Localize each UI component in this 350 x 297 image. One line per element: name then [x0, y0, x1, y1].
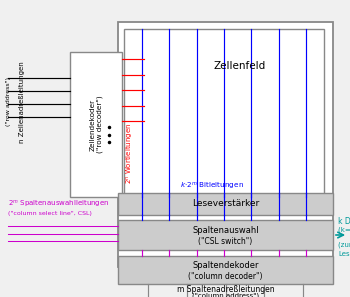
Text: (k=1, 2, 4, ...): (k=1, 2, 4, ...)	[338, 227, 350, 233]
Text: $k{\cdot}2^m$ Bitleitungen: $k{\cdot}2^m$ Bitleitungen	[180, 181, 244, 192]
Bar	[70, 52, 122, 197]
Text: Spaltendekoder: Spaltendekoder	[192, 261, 259, 270]
Bar	[118, 193, 333, 215]
Text: Zellenfeld: Zellenfeld	[214, 61, 266, 71]
Bar	[118, 220, 333, 250]
Text: Zeilendekoder
("row decoder"): Zeilendekoder ("row decoder")	[89, 96, 103, 153]
Text: ("row address"): ("row address")	[7, 78, 12, 127]
Bar	[124, 29, 324, 197]
Text: Leseverstärker: Leseverstärker	[192, 200, 259, 208]
Text: k Datenleitungen: k Datenleitungen	[338, 217, 350, 225]
Text: n Zeilenadreßleitungen: n Zeilenadreßleitungen	[19, 61, 25, 143]
Text: Spaltenauswahl: Spaltenauswahl	[192, 226, 259, 235]
Text: ("column address"): ("column address")	[192, 293, 259, 297]
Text: $2^n$ Wortleitungen: $2^n$ Wortleitungen	[126, 123, 136, 184]
Text: ("column select line", CSL): ("column select line", CSL)	[8, 211, 92, 217]
Text: m Spaltenadreßleitungen: m Spaltenadreßleitungen	[177, 285, 274, 293]
Text: ("CSL switch"): ("CSL switch")	[198, 237, 253, 246]
Bar	[118, 22, 333, 267]
Text: Leseverstärker): Leseverstärker)	[338, 251, 350, 257]
Text: ("column decoder"): ("column decoder")	[188, 272, 263, 281]
Text: (zum sekundären: (zum sekundären	[338, 242, 350, 248]
Text: $2^m$ Spaltenauswahlleitungen: $2^m$ Spaltenauswahlleitungen	[8, 198, 110, 209]
Bar	[118, 256, 333, 284]
